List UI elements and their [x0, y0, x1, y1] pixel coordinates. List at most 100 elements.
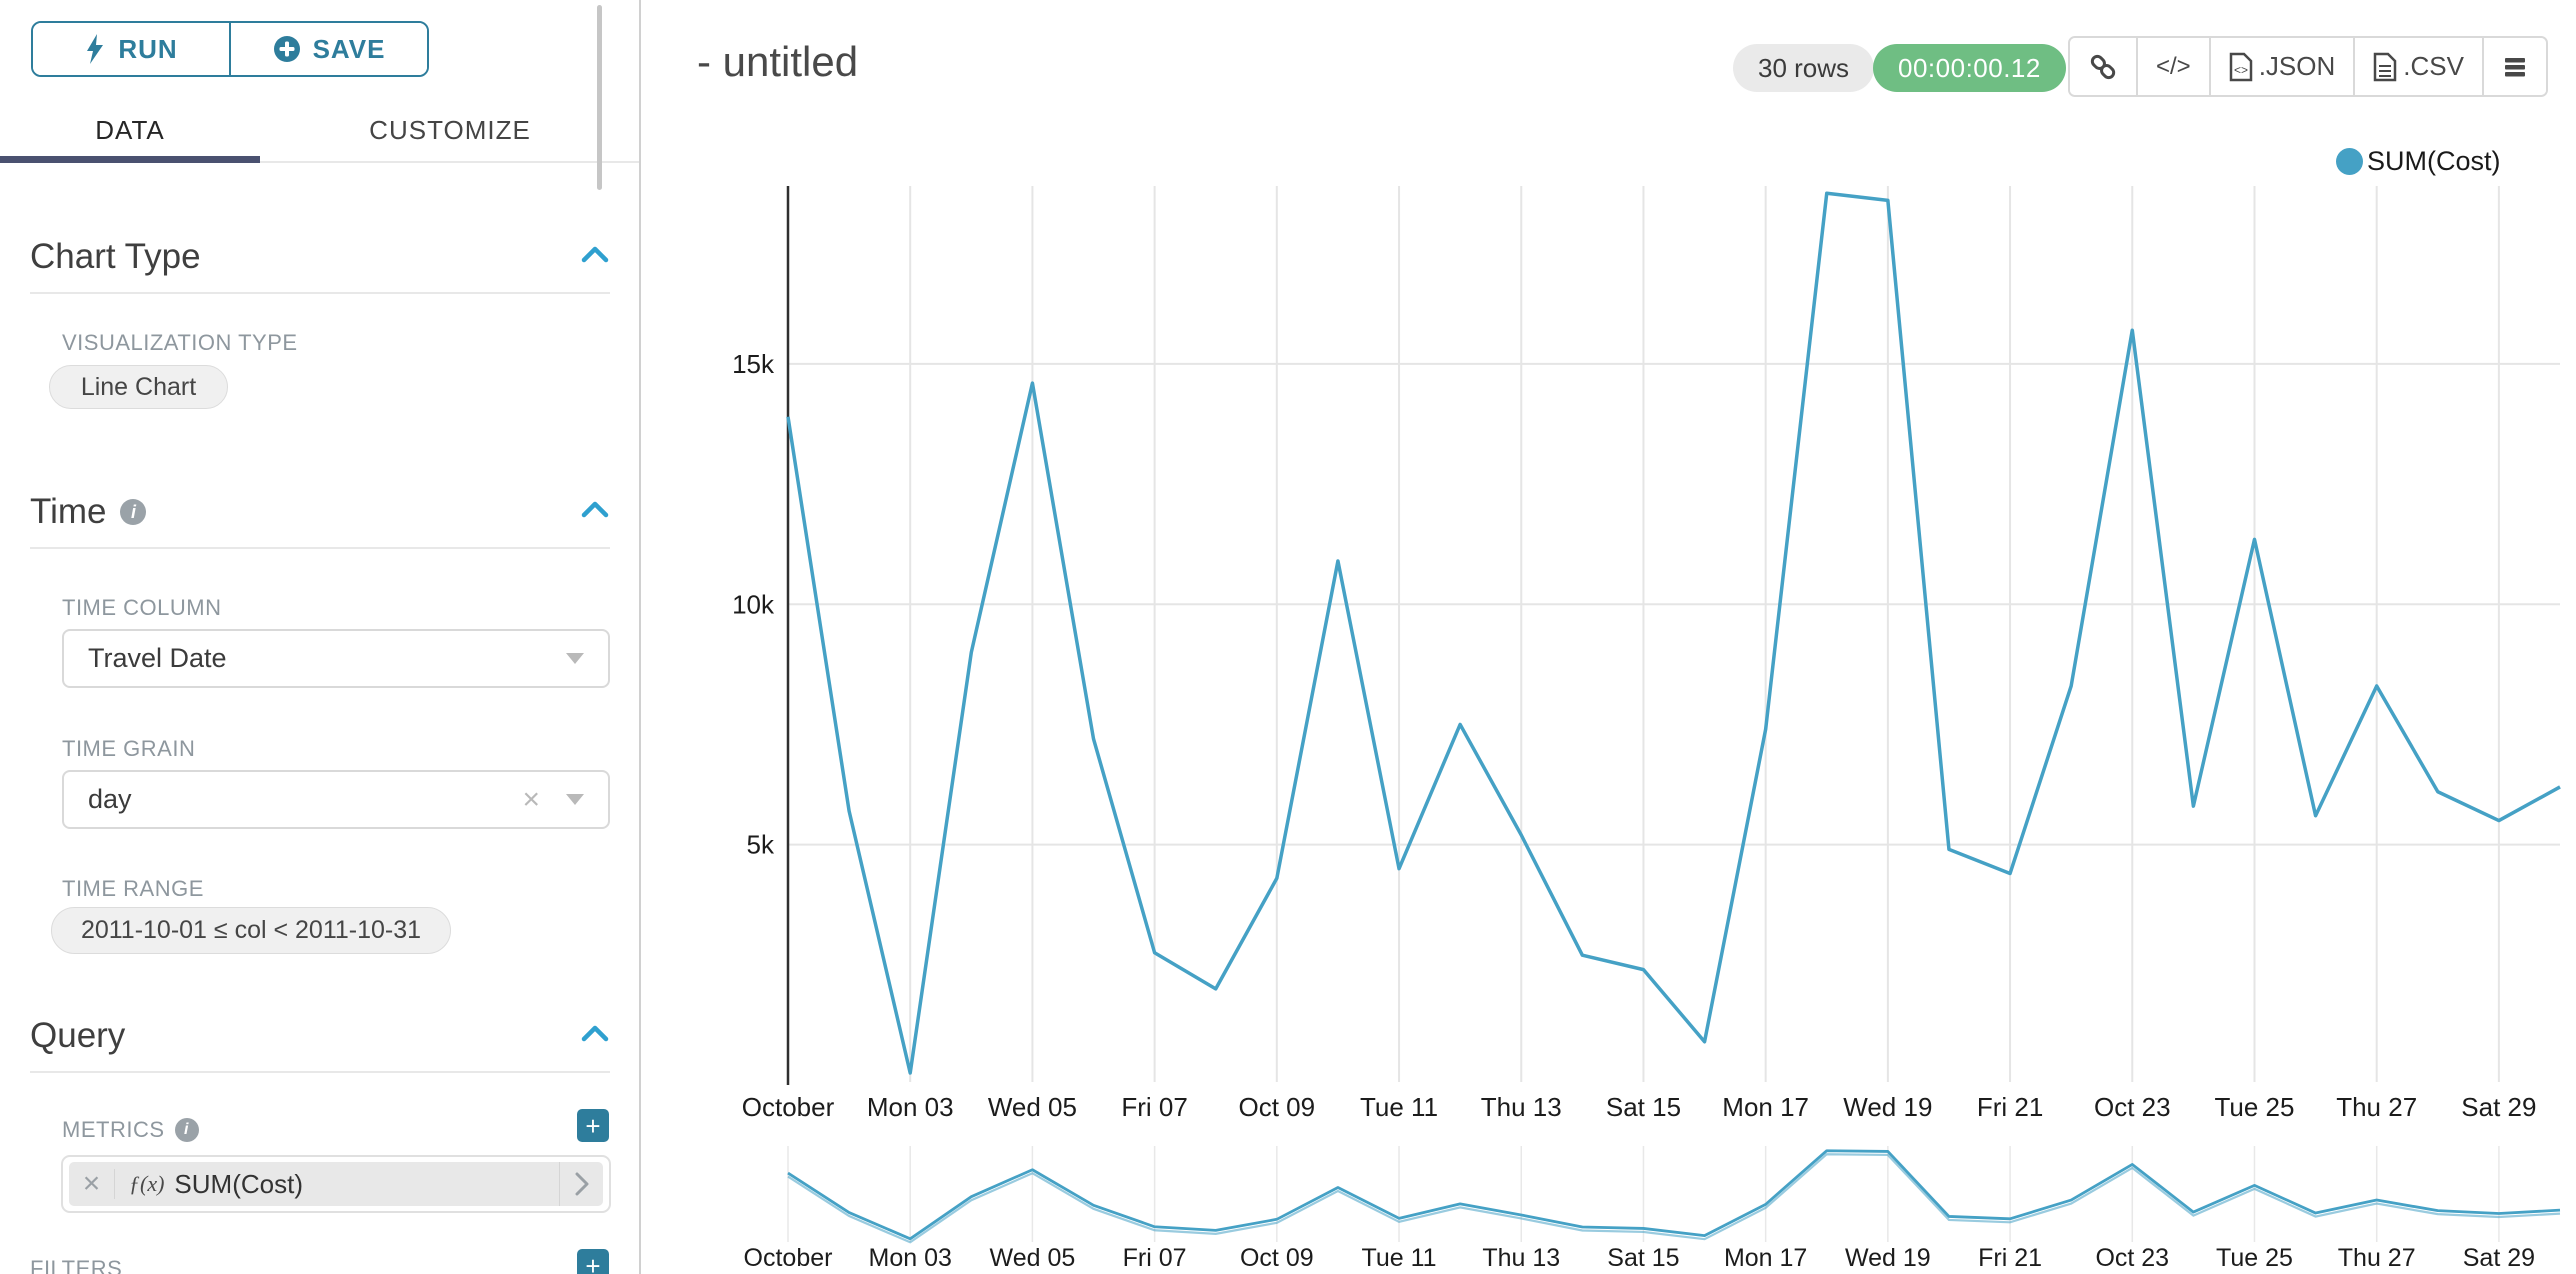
code-icon: </> [2156, 52, 2191, 80]
x-tick-label: Thu 27 [2336, 1092, 2417, 1122]
share-link-button[interactable] [2070, 38, 2136, 95]
query-section-title: Query [30, 1016, 126, 1055]
export-json-label: .JSON [2258, 51, 2336, 81]
time-column-value: Travel Date [88, 643, 227, 673]
hamburger-menu-icon [2504, 57, 2525, 76]
context-x-tick-label: Sat 15 [1607, 1244, 1679, 1272]
panel-tabs: DATA CUSTOMIZE [0, 100, 640, 163]
chart-type-section-title: Chart Type [30, 237, 201, 276]
remove-metric-icon[interactable]: × [69, 1169, 115, 1199]
svg-text:<>: <> [2234, 63, 2248, 77]
y-tick-label: 15k [732, 349, 775, 379]
legend-series-label: SUM(Cost) [2367, 146, 2501, 176]
export-csv-label: .CSV [2403, 51, 2464, 81]
section-divider [30, 547, 610, 549]
time-grain-label-text: TIME GRAIN [62, 736, 196, 761]
x-tick-label: Wed 05 [988, 1092, 1077, 1122]
tab-data[interactable]: DATA [0, 100, 260, 163]
y-tick-label: 10k [732, 589, 775, 619]
time-range-label: TIME RANGE [62, 876, 204, 902]
section-divider [30, 1071, 610, 1073]
csv-file-icon [2374, 52, 2397, 81]
caret-down-icon [566, 794, 584, 805]
context-x-tick-label: Mon 03 [869, 1244, 952, 1272]
chevron-up-icon[interactable] [580, 245, 610, 270]
chevron-up-icon[interactable] [580, 1024, 610, 1049]
context-x-tick-label: Oct 23 [2095, 1244, 2169, 1272]
context-x-tick-label: Wed 19 [1845, 1244, 1931, 1272]
x-tick-label: Wed 19 [1843, 1092, 1932, 1122]
x-tick-label: Tue 11 [1360, 1092, 1438, 1122]
fx-icon: ƒ(x) [129, 1171, 165, 1196]
y-tick-label: 5k [747, 830, 775, 860]
context-x-tick-label: October [744, 1244, 833, 1272]
tab-customize[interactable]: CUSTOMIZE [369, 115, 531, 145]
clear-icon[interactable]: × [522, 782, 540, 816]
context-x-tick-label: Fri 21 [1978, 1244, 2042, 1272]
sidebar-divider [639, 0, 641, 1274]
row-count-badge: 30 rows [1733, 44, 1875, 92]
x-tick-label: Mon 17 [1722, 1092, 1809, 1122]
x-tick-label: Tue 25 [2214, 1092, 2294, 1122]
export-json-button[interactable]: <> .JSON [2208, 38, 2354, 95]
context-x-tick-label: Tue 25 [2216, 1244, 2293, 1272]
context-x-tick-label: Fri 07 [1123, 1244, 1187, 1272]
save-button[interactable]: SAVE [229, 23, 427, 75]
x-tick-label: Thu 13 [1481, 1092, 1562, 1122]
run-button[interactable]: RUN [33, 23, 229, 75]
caret-down-icon [566, 653, 584, 664]
chart-legend[interactable]: SUM(Cost) [2336, 146, 2501, 177]
viz-type-label-text: VISUALIZATION TYPE [62, 330, 298, 355]
chevron-up-icon[interactable] [580, 500, 610, 525]
time-section-header[interactable]: Time i [30, 492, 610, 532]
context-x-tick-label: Thu 13 [1482, 1244, 1560, 1272]
chevron-right-icon[interactable] [559, 1162, 603, 1206]
filters-label: FILTERS [30, 1256, 122, 1274]
x-tick-label: Fri 21 [1977, 1092, 2043, 1122]
chart-type-section-header[interactable]: Chart Type [30, 237, 610, 277]
metric-field: × ƒ(x) SUM(Cost) [61, 1155, 611, 1213]
chart-title[interactable]: - untitled [697, 38, 859, 85]
time-column-label-text: TIME COLUMN [62, 595, 222, 620]
info-icon: i [174, 1118, 199, 1142]
lightning-bolt-icon [87, 34, 104, 64]
series-line-sum-cost[interactable] [786, 191, 2561, 1075]
add-metric-button[interactable]: + [577, 1109, 609, 1142]
x-tick-label: Sat 29 [2461, 1092, 2536, 1122]
context-brush-line[interactable] [787, 1149, 2561, 1241]
time-column-select[interactable]: Travel Date [62, 629, 610, 688]
metric-pill[interactable]: × ƒ(x) SUM(Cost) [69, 1162, 603, 1206]
time-range-pill[interactable]: 2011-10-01 ≤ col < 2011-10-31 [51, 907, 451, 954]
query-section-header[interactable]: Query [30, 1016, 610, 1056]
context-x-tick-label: Wed 05 [990, 1244, 1076, 1272]
time-grain-select[interactable]: day × [62, 770, 610, 829]
json-file-icon: <> [2229, 52, 2252, 81]
context-x-tick-label: Oct 09 [1240, 1244, 1314, 1272]
run-button-label: RUN [118, 33, 178, 64]
chart-menu-button[interactable] [2481, 38, 2546, 95]
plus-circle-icon [273, 36, 300, 62]
context-x-tick-label: Sat 29 [2463, 1244, 2535, 1272]
time-grain-label: TIME GRAIN [62, 736, 195, 762]
filters-label-text: FILTERS [30, 1256, 123, 1274]
sidebar-scrollbar[interactable] [597, 5, 602, 190]
viz-type-pill[interactable]: Line Chart [49, 365, 228, 409]
metric-name: SUM(Cost) [174, 1168, 303, 1199]
view-query-button[interactable]: </> [2136, 38, 2209, 95]
link-icon [2090, 54, 2116, 79]
export-csv-button[interactable]: .CSV [2353, 38, 2482, 95]
viz-type-label: VISUALIZATION TYPE [62, 330, 298, 356]
info-icon: i [120, 499, 147, 525]
context-x-tick-label: Thu 27 [2338, 1244, 2416, 1272]
context-x-tick-label: Mon 17 [1724, 1244, 1807, 1272]
x-tick-label: Mon 03 [867, 1092, 954, 1122]
time-section-title: Time [30, 492, 107, 531]
metrics-label: METRICS i [62, 1117, 199, 1143]
add-filter-button[interactable]: + [577, 1249, 609, 1274]
x-tick-label: Sat 15 [1606, 1092, 1681, 1122]
x-tick-label: Oct 09 [1239, 1092, 1316, 1122]
context-line-echo [787, 1153, 2561, 1244]
time-range-label-text: TIME RANGE [62, 876, 204, 901]
